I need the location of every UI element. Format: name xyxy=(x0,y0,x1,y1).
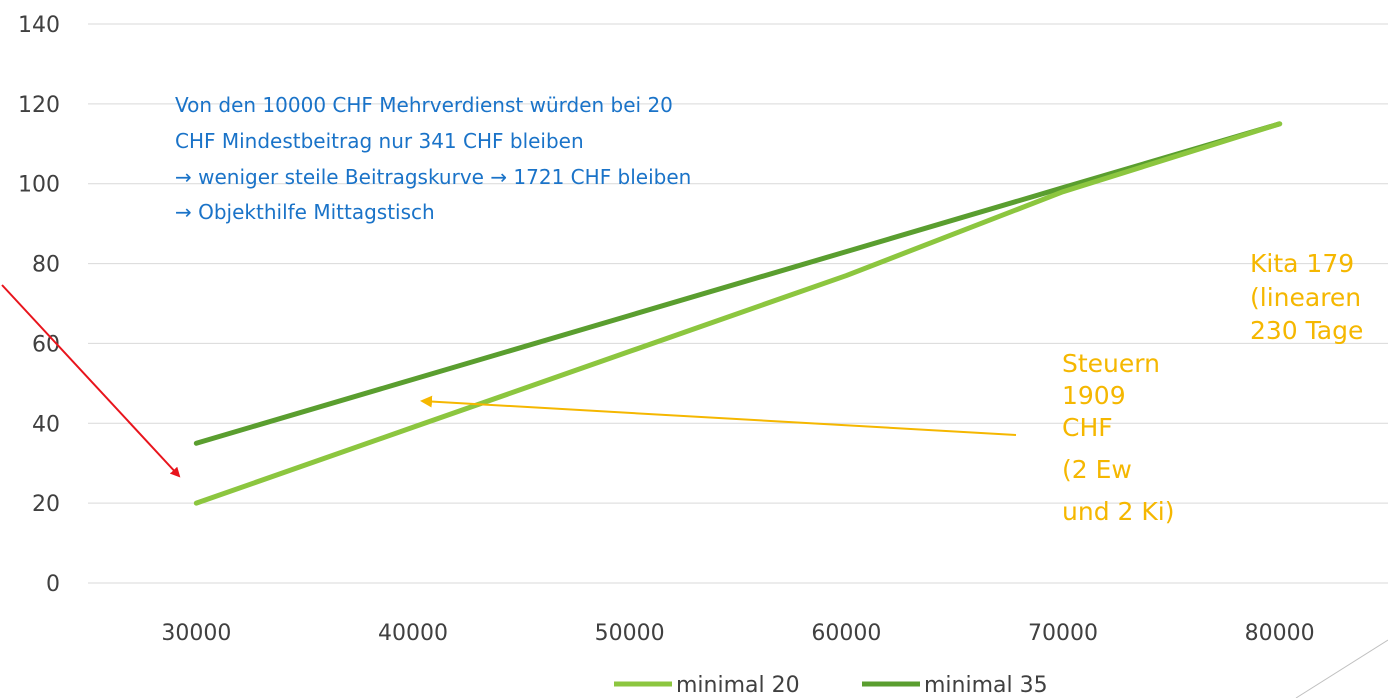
x-axis-ticks: 30000 40000 50000 60000 70000 80000 xyxy=(161,621,1314,646)
legend-label-minimal-35: minimal 35 xyxy=(924,673,1048,698)
y-tick-label: 120 xyxy=(18,93,60,118)
blue-note-line-1: Von den 10000 CHF Mehrverdienst würden b… xyxy=(175,93,673,117)
kita-line-2: (linearen xyxy=(1250,283,1361,312)
red-arrow xyxy=(2,285,179,476)
steuern-line-1: Steuern xyxy=(1062,349,1160,378)
y-tick-label: 60 xyxy=(32,332,60,357)
x-tick-label: 80000 xyxy=(1245,621,1315,646)
y-tick-label: 80 xyxy=(32,253,60,278)
y-tick-label: 100 xyxy=(18,173,60,198)
corner-decoration xyxy=(1296,640,1388,698)
legend: minimal 20 minimal 35 xyxy=(614,673,1048,698)
steuern-line-5: und 2 Ki) xyxy=(1062,497,1174,526)
steuern-line-4: (2 Ew xyxy=(1062,455,1132,484)
x-tick-label: 30000 xyxy=(161,621,231,646)
y-axis-ticks: 0 20 40 60 80 100 120 140 xyxy=(18,13,60,597)
x-tick-label: 60000 xyxy=(811,621,881,646)
blue-annotation: Von den 10000 CHF Mehrverdienst würden b… xyxy=(175,93,691,224)
y-tick-label: 40 xyxy=(32,412,60,437)
kita-line-1: Kita 179 xyxy=(1250,249,1354,278)
blue-note-line-4: → Objekthilfe Mittagstisch xyxy=(175,200,435,224)
x-tick-label: 70000 xyxy=(1028,621,1098,646)
y-tick-label: 20 xyxy=(32,492,60,517)
kita-annotation: Kita 179 (linearen 230 Tage xyxy=(1250,249,1363,345)
x-tick-label: 40000 xyxy=(378,621,448,646)
steuern-annotation: Steuern 1909 CHF (2 Ew und 2 Ki) xyxy=(1062,349,1174,526)
orange-arrow xyxy=(422,401,1016,435)
steuern-line-2: 1909 xyxy=(1062,381,1126,410)
kita-line-3: 230 Tage xyxy=(1250,316,1363,345)
y-tick-label: 140 xyxy=(18,13,60,38)
blue-note-line-3: → weniger steile Beitragskurve → 1721 CH… xyxy=(175,165,691,189)
legend-label-minimal-20: minimal 20 xyxy=(676,673,800,698)
x-tick-label: 50000 xyxy=(595,621,665,646)
steuern-line-3: CHF xyxy=(1062,413,1113,442)
y-tick-label: 0 xyxy=(46,572,60,597)
blue-note-line-2: CHF Mindestbeitrag nur 341 CHF bleiben xyxy=(175,129,584,153)
